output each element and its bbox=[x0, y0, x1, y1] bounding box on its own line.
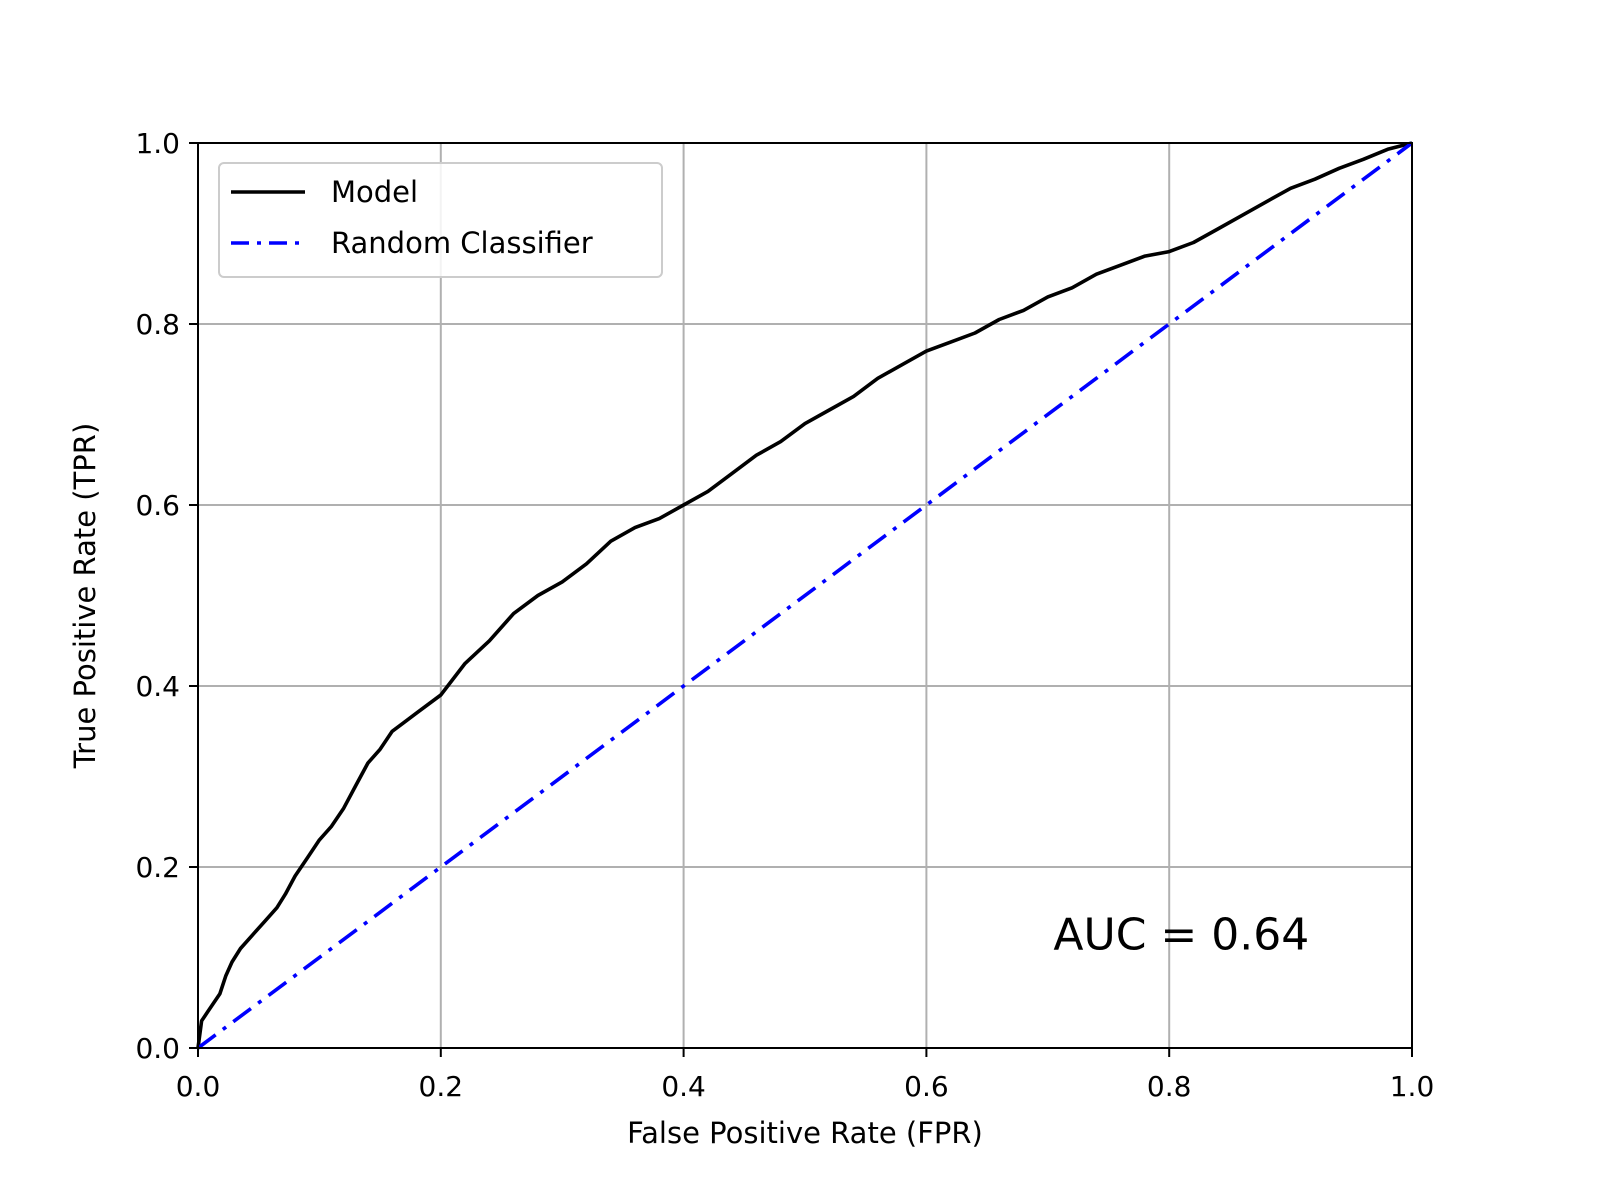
y-tick-label: 0.8 bbox=[135, 308, 180, 341]
legend-box bbox=[218, 162, 663, 278]
x-tick-label: 0.0 bbox=[176, 1070, 221, 1103]
y-tick-label: 0.6 bbox=[135, 489, 180, 522]
legend: Model Random Classifier bbox=[218, 162, 663, 278]
y-tick-label: 1.0 bbox=[135, 127, 180, 160]
y-axis-label: True Positive Rate (TPR) bbox=[68, 423, 102, 770]
x-tick-label: 0.8 bbox=[1147, 1070, 1192, 1103]
series-line-model bbox=[196, 141, 1413, 1049]
x-axis-label: False Positive Rate (FPR) bbox=[627, 1116, 983, 1150]
series-layer bbox=[196, 141, 1414, 1050]
x-tick-label: 0.2 bbox=[419, 1070, 464, 1103]
x-tick-label: 0.4 bbox=[661, 1070, 706, 1103]
legend-label-random-classifier: Random Classifier bbox=[331, 226, 593, 260]
x-tick-label: 1.0 bbox=[1390, 1070, 1435, 1103]
plot-frame bbox=[197, 142, 1413, 1049]
grid-lines bbox=[197, 142, 1413, 1049]
legend-label-model: Model bbox=[331, 175, 418, 209]
auc-annotation: AUC = 0.64 bbox=[1053, 910, 1309, 961]
y-tick-label: 0.0 bbox=[135, 1032, 180, 1065]
y-tick-label: 0.2 bbox=[135, 851, 180, 884]
y-tick-label: 0.4 bbox=[135, 670, 180, 703]
ticks: 0.0 0.2 0.4 0.6 0.8 1.0 0.0 0.2 0.4 0.6 0.8 1.0 bbox=[135, 127, 1434, 1103]
series-line-random-classifier bbox=[196, 141, 1414, 1050]
x-tick-label: 0.6 bbox=[904, 1070, 949, 1103]
